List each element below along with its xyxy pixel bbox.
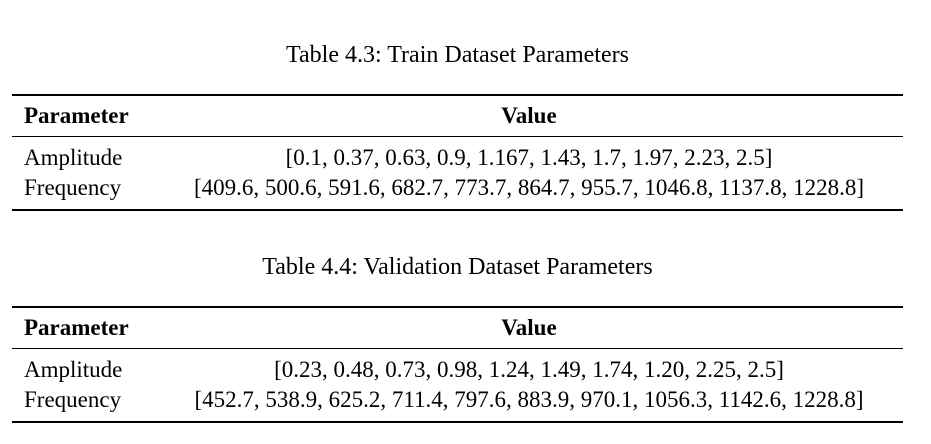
table-caption: Table 4.4: Validation Dataset Parameters	[262, 254, 653, 280]
bottom-rule	[12, 209, 903, 211]
train-dataset-table: Table 4.3: Train Dataset Parameters Para…	[12, 40, 903, 211]
header-parameter: Parameter	[24, 103, 129, 128]
mid-rule	[12, 348, 903, 349]
table-row: Frequency [452.7, 538.9, 625.2, 711.4, 7…	[12, 385, 903, 415]
header-parameter: Parameter	[24, 315, 129, 340]
top-rule	[12, 306, 903, 308]
table-header-row: Parameter Value	[12, 308, 903, 348]
row-parameter: Frequency	[24, 387, 122, 412]
row-value: [0.1, 0.37, 0.63, 0.9, 1.167, 1.43, 1.7,…	[285, 145, 773, 170]
mid-rule	[12, 136, 903, 137]
table-header-row: Parameter Value	[12, 96, 903, 136]
top-rule	[12, 94, 903, 96]
table-row: Amplitude [0.23, 0.48, 0.73, 0.98, 1.24,…	[12, 355, 903, 385]
bottom-rule	[12, 421, 903, 423]
row-value: [0.23, 0.48, 0.73, 0.98, 1.24, 1.49, 1.7…	[274, 357, 784, 382]
table-caption: Table 4.3: Train Dataset Parameters	[286, 42, 629, 68]
row-parameter: Amplitude	[24, 357, 123, 382]
header-value: Value	[501, 315, 557, 340]
row-parameter: Frequency	[24, 175, 122, 200]
row-value: [452.7, 538.9, 625.2, 711.4, 797.6, 883.…	[194, 387, 864, 412]
validation-dataset-table: Table 4.4: Validation Dataset Parameters…	[12, 252, 903, 423]
row-parameter: Amplitude	[24, 145, 123, 170]
table-row: Amplitude [0.1, 0.37, 0.63, 0.9, 1.167, …	[12, 143, 903, 173]
table-row: Frequency [409.6, 500.6, 591.6, 682.7, 7…	[12, 173, 903, 203]
header-value: Value	[501, 103, 557, 128]
row-value: [409.6, 500.6, 591.6, 682.7, 773.7, 864.…	[194, 175, 864, 200]
